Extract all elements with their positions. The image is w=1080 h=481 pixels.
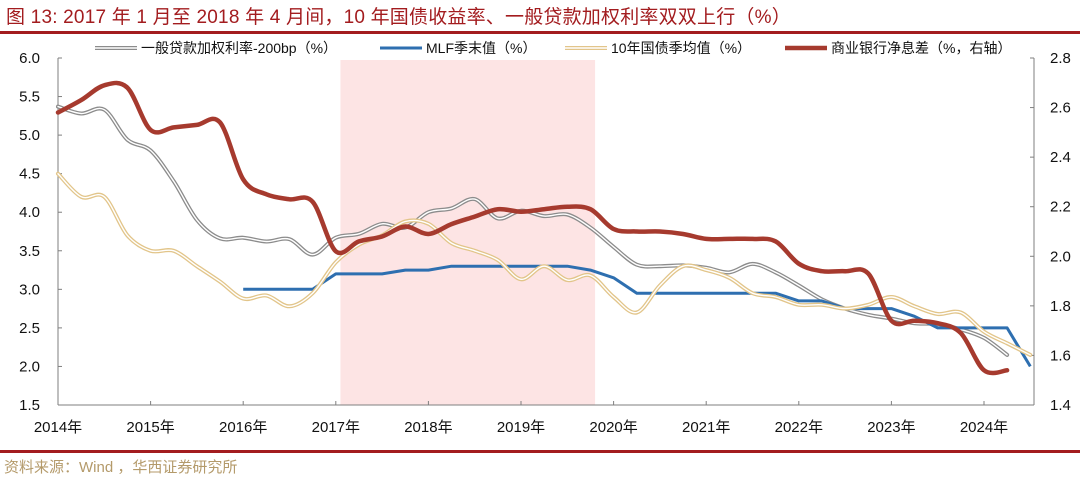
x-tick-label: 2014年 bbox=[34, 419, 82, 436]
x-tick-label: 2023年 bbox=[867, 419, 915, 436]
source-note: 资料来源：Wind ，华西证券研究所 bbox=[4, 459, 238, 476]
left-tick-label: 3.0 bbox=[19, 281, 40, 298]
left-tick-label: 1.5 bbox=[19, 397, 40, 414]
left-tick-label: 5.0 bbox=[19, 127, 40, 144]
legend-label: 商业银行净息差（%，右轴） bbox=[831, 40, 1011, 56]
cgb-10y-line bbox=[56, 171, 1033, 357]
right-tick-label: 1.4 bbox=[1050, 397, 1071, 414]
right-tick-label: 2.2 bbox=[1050, 199, 1071, 216]
left-tick-label: 3.5 bbox=[19, 243, 40, 260]
legend-item-mlf: MLF季末值（%） bbox=[380, 40, 536, 56]
axes: 1.5 2.0 2.5 3.0 3.5 4.0 4.5 5.0 5.5 6.0 1.4 1.6 1.8 2… bbox=[19, 50, 1071, 436]
x-tick-label: 2024年 bbox=[960, 419, 1008, 436]
x-tick-label: 2018年 bbox=[404, 419, 452, 436]
highlight-band bbox=[340, 60, 596, 405]
x-tick-label: 2021年 bbox=[682, 419, 730, 436]
legend-item-nim: 商业银行净息差（%，右轴） bbox=[785, 40, 1011, 56]
legend-label: MLF季末值（%） bbox=[426, 40, 536, 56]
nim-line bbox=[55, 80, 1010, 376]
footer-divider bbox=[0, 450, 1080, 453]
right-tick-label: 2.0 bbox=[1050, 248, 1071, 265]
left-tick-label: 2.5 bbox=[19, 320, 40, 337]
legend-item-cgb-10y: 10年国债季均值（%） bbox=[565, 40, 751, 56]
x-tick-label: 2019年 bbox=[497, 419, 545, 436]
chart-title: 图 13: 2017 年 1 月至 2018 年 4 月间，10 年国债收益率、… bbox=[6, 7, 791, 28]
left-tick-label: 4.5 bbox=[19, 166, 40, 183]
x-tick-label: 2017年 bbox=[312, 419, 360, 436]
legend-item-loan-rate: 一般贷款加权利率-200bp（%） bbox=[95, 40, 337, 56]
left-tick-label: 6.0 bbox=[19, 50, 40, 67]
right-tick-label: 2.6 bbox=[1050, 100, 1071, 117]
left-tick-label: 5.5 bbox=[19, 89, 40, 106]
shaded-period bbox=[340, 60, 596, 405]
left-tick-label: 2.0 bbox=[19, 358, 40, 375]
right-tick-label: 1.6 bbox=[1050, 347, 1071, 364]
series-lines bbox=[55, 80, 1033, 376]
legend-label: 10年国债季均值（%） bbox=[611, 40, 751, 56]
legend: 一般贷款加权利率-200bp（%） MLF季末值（%） 10年国债季均值（%） 商业银… bbox=[95, 40, 1011, 56]
right-tick-label: 2.8 bbox=[1050, 50, 1071, 67]
x-tick-label: 2015年 bbox=[126, 419, 174, 436]
left-tick-label: 4.0 bbox=[19, 204, 40, 221]
x-tick-label: 2020年 bbox=[589, 419, 637, 436]
title-divider bbox=[0, 31, 1080, 34]
mlf-line bbox=[243, 264, 1032, 368]
right-tick-label: 2.4 bbox=[1050, 149, 1071, 166]
line-chart: 1.5 2.0 2.5 3.0 3.5 4.0 4.5 5.0 5.5 6.0 1.4 1.6 1.8 2… bbox=[19, 40, 1071, 436]
right-tick-label: 1.8 bbox=[1050, 298, 1071, 315]
x-tick-label: 2016年 bbox=[219, 419, 267, 436]
x-tick-label: 2022年 bbox=[775, 419, 823, 436]
legend-label: 一般贷款加权利率-200bp（%） bbox=[141, 40, 337, 56]
